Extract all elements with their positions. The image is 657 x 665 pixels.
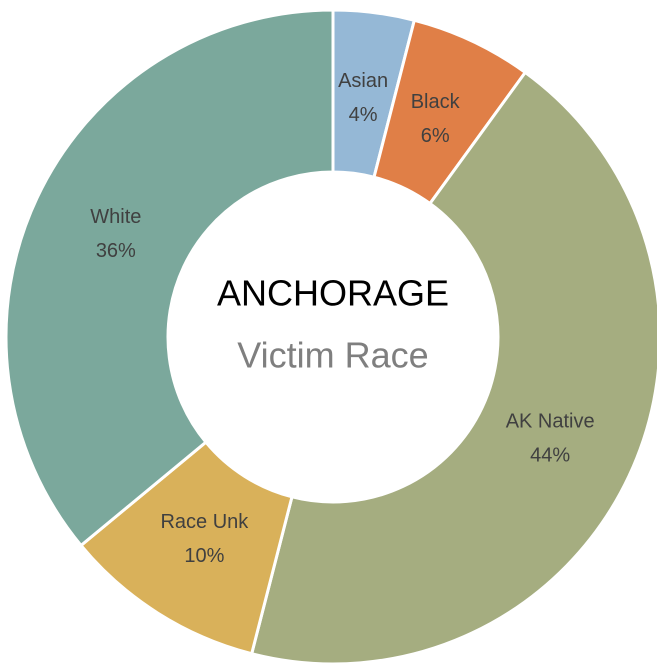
value-label: 36% bbox=[96, 240, 136, 262]
value-label: 4% bbox=[349, 104, 378, 126]
slice bbox=[4, 8, 335, 548]
slice-label: AK Native bbox=[506, 410, 595, 432]
slice-label: White bbox=[90, 206, 141, 228]
value-label: 6% bbox=[421, 125, 450, 147]
slice-label: Black bbox=[411, 91, 461, 113]
value-label: 44% bbox=[530, 444, 570, 466]
chart-subtitle: Victim Race bbox=[237, 335, 428, 376]
slice-label: Race Unk bbox=[160, 511, 249, 533]
chart-title: ANCHORAGE bbox=[217, 273, 449, 314]
slice-label: Asian bbox=[338, 70, 388, 92]
slice bbox=[249, 70, 657, 665]
value-label: 10% bbox=[184, 545, 224, 567]
